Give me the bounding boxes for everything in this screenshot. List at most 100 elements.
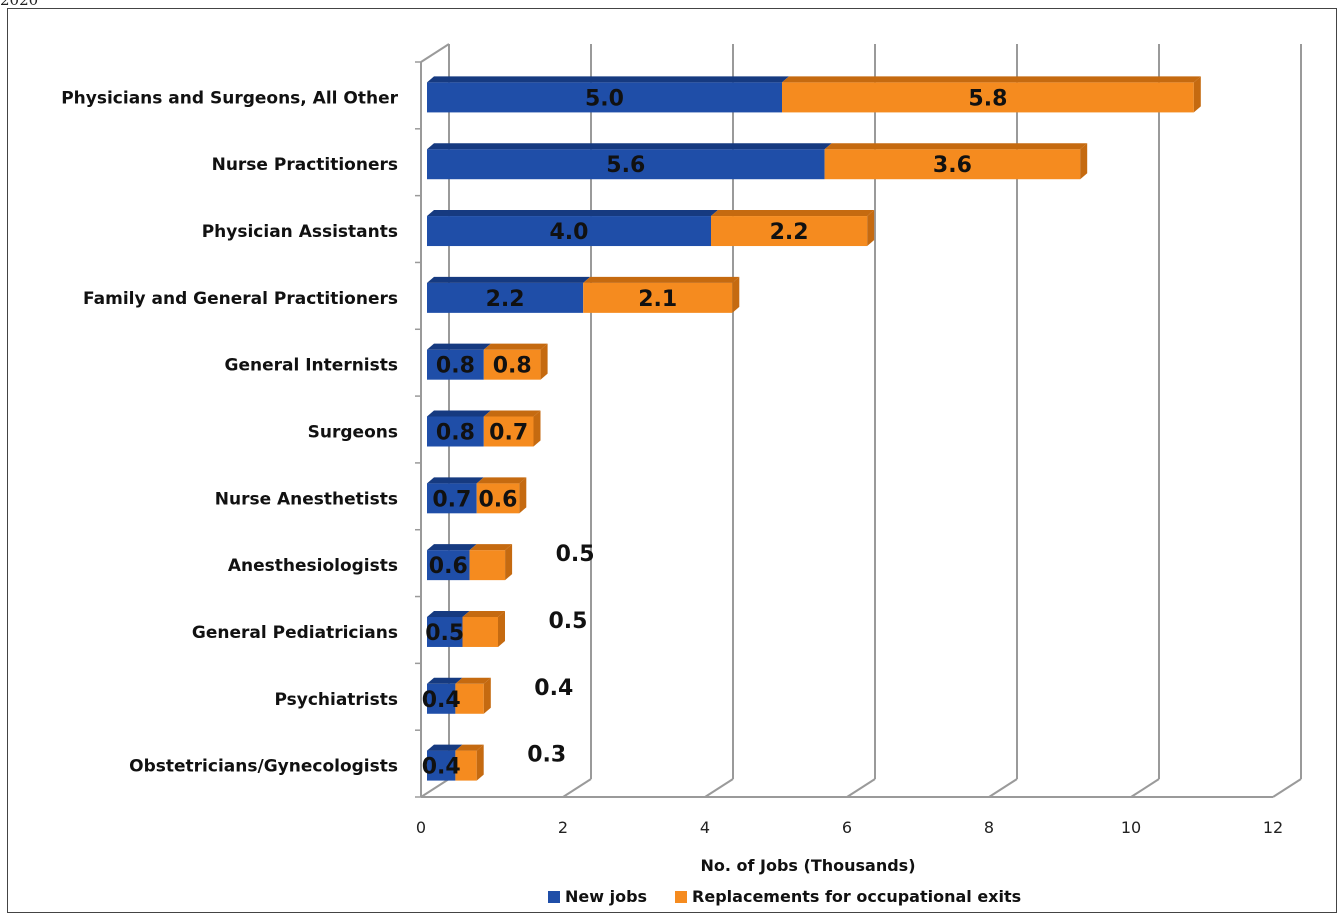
bar-side-4 — [540, 343, 548, 380]
value-label-replacements-1: 3.6 — [933, 153, 972, 178]
category-label-8: General Pediatricians — [192, 623, 398, 643]
bar-new-jobs-5 — [427, 416, 484, 447]
grid-floor-4 — [704, 778, 734, 798]
bar-top-new-jobs-9 — [427, 677, 463, 684]
bar-side-2 — [867, 210, 875, 247]
bar-replacements-4 — [483, 349, 541, 380]
value-label-new-jobs-6: 0.7 — [432, 487, 471, 512]
x-tick-label-2: 2 — [558, 818, 568, 837]
value-label-new-jobs-7: 0.6 — [429, 554, 468, 579]
category-label-5: Surgeons — [308, 423, 398, 443]
bar-top-replacements-4 — [483, 343, 548, 350]
value-label-new-jobs-8: 0.5 — [425, 621, 464, 646]
bar-side-0 — [1193, 76, 1201, 113]
legend-label-replacements: Replacements for occupational exits — [692, 887, 1022, 906]
top-text: 2020 — [0, 0, 39, 9]
value-label-new-jobs-3: 2.2 — [486, 287, 525, 312]
bar-top-replacements-0 — [782, 76, 1201, 83]
bar-top-replacements-9 — [455, 677, 491, 684]
bar-top-new-jobs-1 — [427, 143, 832, 150]
bar-side-1 — [1080, 143, 1088, 180]
category-label-1: Nurse Practitioners — [212, 155, 398, 175]
bar-side-6 — [519, 477, 527, 514]
bar-side-7 — [505, 544, 513, 581]
legend-swatch-new-jobs — [548, 890, 560, 903]
bar-new-jobs-4 — [427, 349, 484, 380]
value-label-new-jobs-4: 0.8 — [436, 354, 475, 379]
x-tick-label-6: 6 — [842, 818, 852, 837]
bar-replacements-5 — [483, 416, 534, 447]
category-label-0: Physicians and Surgeons, All Other — [61, 88, 398, 108]
legend-swatch-replacements — [675, 890, 688, 903]
value-label-replacements-5: 0.7 — [489, 421, 528, 446]
value-label-new-jobs-9: 0.4 — [422, 688, 461, 713]
bar-replacements-1 — [824, 149, 1081, 180]
legend-item-replacements: Replacements for occupational exits — [675, 887, 1021, 906]
bar-top-new-jobs-0 — [427, 76, 789, 83]
bar-replacements-7 — [469, 550, 506, 581]
bar-replacements-2 — [711, 216, 868, 247]
bar-replacements-6 — [476, 483, 520, 514]
value-label-replacements-6: 0.6 — [479, 487, 518, 512]
category-label-4: General Internists — [225, 356, 398, 376]
value-label-replacements-3: 2.1 — [638, 287, 677, 312]
value-label-replacements-4: 0.8 — [493, 354, 532, 379]
bar-new-jobs-2 — [427, 216, 711, 247]
grid-floor-6 — [846, 778, 876, 798]
bar-replacements-10 — [455, 750, 477, 781]
bar-replacements-0 — [782, 82, 1194, 113]
bar-top-replacements-10 — [455, 744, 484, 751]
bar-top-replacements-5 — [483, 410, 541, 417]
grid-floor-0 — [420, 778, 450, 798]
x-tick-label-0: 0 — [416, 818, 426, 837]
bar-top-new-jobs-8 — [427, 610, 470, 617]
value-label-new-jobs-2: 4.0 — [550, 220, 589, 245]
value-label-replacements-8: 0.5 — [549, 609, 588, 634]
value-label-new-jobs-5: 0.8 — [436, 421, 475, 446]
bar-top-new-jobs-7 — [427, 544, 477, 551]
legend-item-new-jobs: New jobs — [548, 887, 647, 906]
bar-side-8 — [498, 610, 505, 647]
grid-floor-10 — [1130, 778, 1160, 798]
bar-new-jobs-1 — [427, 149, 825, 180]
category-label-3: Family and General Practitioners — [83, 289, 398, 309]
value-label-replacements-2: 2.2 — [770, 220, 809, 245]
grid-floor-2 — [562, 778, 592, 798]
bar-top-new-jobs-2 — [427, 210, 718, 217]
bar-top-replacements-2 — [711, 210, 875, 217]
value-label-replacements-9: 0.4 — [534, 676, 573, 701]
x-tick-label-10: 10 — [1121, 818, 1141, 837]
bar-replacements-8 — [462, 616, 498, 647]
bar-new-jobs-10 — [427, 750, 456, 781]
legend: New jobs Replacements for occupational e… — [548, 887, 1049, 906]
bar-side-3 — [732, 276, 740, 313]
category-label-7: Anesthesiologists — [228, 556, 398, 576]
value-label-new-jobs-10: 0.4 — [422, 755, 461, 780]
bar-side-9 — [483, 677, 491, 714]
bar-top-replacements-6 — [476, 477, 527, 484]
bar-replacements-3 — [583, 282, 733, 313]
grid-floor-8 — [988, 778, 1018, 798]
bar-top-new-jobs-6 — [427, 477, 484, 484]
chart-frame — [7, 8, 1337, 913]
bar-top-replacements-1 — [824, 143, 1088, 150]
bar-new-jobs-0 — [427, 82, 782, 113]
category-label-6: Nurse Anesthetists — [215, 489, 398, 509]
bar-new-jobs-7 — [427, 550, 470, 581]
bar-new-jobs-9 — [427, 683, 456, 714]
x-axis-title: No. of Jobs (Thousands) — [700, 856, 915, 875]
x-tick-label-4: 4 — [700, 818, 710, 837]
bar-top-replacements-3 — [583, 276, 740, 283]
category-label-9: Psychiatrists — [274, 690, 398, 710]
legend-label-new-jobs: New jobs — [565, 887, 648, 906]
category-label-2: Physician Assistants — [202, 222, 398, 242]
value-label-replacements-0: 5.8 — [968, 86, 1007, 111]
grid-floor-12 — [1272, 778, 1302, 798]
bar-top-replacements-7 — [469, 544, 513, 551]
bar-top-new-jobs-3 — [427, 276, 591, 283]
value-label-new-jobs-0: 5.0 — [585, 86, 624, 111]
bar-new-jobs-8 — [427, 616, 463, 647]
bar-top-new-jobs-10 — [427, 744, 463, 751]
bar-side-10 — [476, 744, 484, 781]
